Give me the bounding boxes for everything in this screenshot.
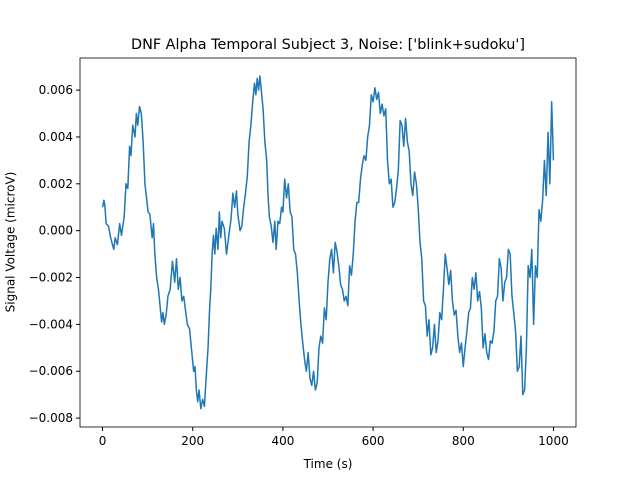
x-tick-label: 400 bbox=[271, 434, 294, 448]
y-tick-label: −0.002 bbox=[29, 271, 73, 285]
x-tick-label: 0 bbox=[99, 434, 107, 448]
y-tick-label: −0.006 bbox=[29, 364, 73, 378]
plot-frame bbox=[79, 57, 577, 428]
chart-title: DNF Alpha Temporal Subject 3, Noise: ['b… bbox=[131, 37, 525, 53]
line-series bbox=[101, 75, 555, 410]
x-tick-label: 200 bbox=[181, 434, 204, 448]
x-tick-label: 1000 bbox=[538, 434, 569, 448]
y-tick-label: −0.004 bbox=[29, 317, 73, 331]
y-axis-label: Signal Voltage (microV) bbox=[4, 172, 18, 313]
y-tick-label: 0.002 bbox=[39, 177, 73, 191]
y-tick-label: −0.008 bbox=[29, 411, 73, 425]
x-axis-label: Time (s) bbox=[303, 457, 353, 471]
y-tick-label: 0.006 bbox=[39, 83, 73, 97]
x-tick-label: 800 bbox=[452, 434, 475, 448]
y-tick-label: 0.000 bbox=[39, 224, 73, 238]
x-tick-label: 600 bbox=[362, 434, 385, 448]
y-tick-label: 0.004 bbox=[39, 130, 73, 144]
